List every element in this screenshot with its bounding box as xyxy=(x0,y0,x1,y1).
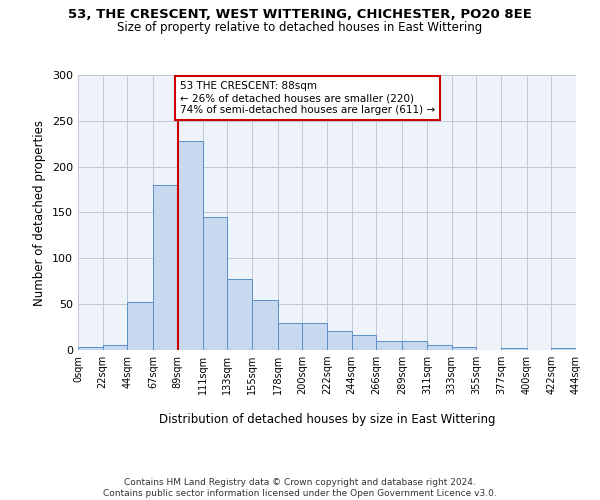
Text: 53, THE CRESCENT, WEST WITTERING, CHICHESTER, PO20 8EE: 53, THE CRESCENT, WEST WITTERING, CHICHE… xyxy=(68,8,532,20)
Text: Size of property relative to detached houses in East Wittering: Size of property relative to detached ho… xyxy=(118,21,482,34)
Bar xyxy=(178,141,203,350)
Text: Contains HM Land Registry data © Crown copyright and database right 2024.
Contai: Contains HM Land Registry data © Crown c… xyxy=(103,478,497,498)
Bar xyxy=(153,185,178,350)
Bar xyxy=(352,336,376,350)
Bar xyxy=(203,217,227,350)
Y-axis label: Number of detached properties: Number of detached properties xyxy=(34,120,46,306)
Bar xyxy=(227,280,252,350)
Bar xyxy=(127,302,153,350)
Bar xyxy=(78,347,103,350)
Bar xyxy=(302,322,327,350)
Text: Distribution of detached houses by size in East Wittering: Distribution of detached houses by size … xyxy=(159,412,495,426)
Bar xyxy=(278,322,302,350)
Bar xyxy=(501,348,527,350)
Bar xyxy=(376,341,402,350)
Bar xyxy=(327,331,352,350)
Bar xyxy=(452,347,476,350)
Bar xyxy=(252,300,278,350)
Text: 53 THE CRESCENT: 88sqm
← 26% of detached houses are smaller (220)
74% of semi-de: 53 THE CRESCENT: 88sqm ← 26% of detached… xyxy=(180,82,435,114)
Bar xyxy=(427,344,452,350)
Bar xyxy=(402,341,427,350)
Bar xyxy=(103,344,127,350)
Bar xyxy=(551,348,576,350)
